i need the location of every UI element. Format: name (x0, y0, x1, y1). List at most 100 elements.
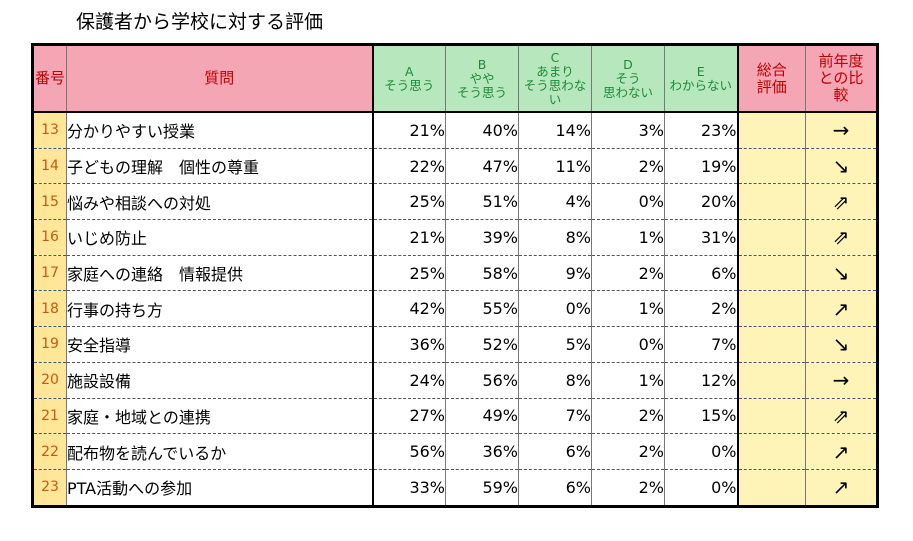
overall-evaluation (736, 183, 806, 221)
pct-d: 1% (591, 219, 665, 256)
row-number: 15 (32, 183, 67, 221)
pct-b: 36% (445, 433, 519, 470)
pct-c: 7% (518, 398, 592, 435)
option-b-letter: B (477, 56, 487, 72)
table-row: 14 子どもの理解 個性の尊重 22% 47% 11% 2% 19% ↘ (32, 148, 878, 185)
pct-d: 0% (591, 183, 665, 221)
trend-arrow: ↗ (805, 433, 878, 470)
pct-c: 6% (518, 433, 592, 470)
row-question: いじめ防止 (66, 219, 373, 256)
header-number: 番号 (32, 44, 67, 113)
pct-c: 8% (518, 219, 592, 256)
row-question: 行事の持ち方 (66, 290, 373, 328)
pct-a: 42% (371, 290, 446, 328)
option-d-letter: D (623, 56, 633, 72)
pct-a: 25% (371, 255, 446, 292)
row-question: 悩みや相談への対処 (66, 183, 373, 221)
pct-a: 21% (371, 219, 446, 256)
pct-e: 20% (664, 183, 738, 221)
option-e-letter: E (696, 63, 705, 79)
trend-arrow: ↘ (805, 255, 878, 292)
overall-evaluation (736, 398, 806, 435)
pct-c: 14% (518, 112, 592, 149)
header-row: 番号 質問 A そう思う B やや そう思う C あまり そう思わない D そう 思わ… (32, 44, 878, 113)
pct-c: 4% (518, 183, 592, 221)
overall-evaluation (736, 255, 806, 292)
header-question: 質問 (66, 44, 373, 113)
pct-b: 59% (445, 469, 519, 507)
overall-evaluation (736, 219, 806, 256)
pct-a: 36% (371, 326, 446, 363)
overall-evaluation (736, 326, 806, 363)
table-row: 17 家庭への連絡 情報提供 25% 58% 9% 2% 6% ↘ (32, 255, 878, 292)
pct-e: 12% (664, 362, 738, 399)
header-option-c: C あまり そう思わない (518, 44, 592, 113)
option-b-text: やや そう思う (456, 70, 507, 100)
row-question: 子どもの理解 個性の尊重 (66, 148, 373, 185)
table-row: 21 家庭・地域との連携 27% 49% 7% 2% 15% ⇗ (32, 398, 878, 435)
pct-d: 1% (591, 362, 665, 399)
header-option-a: A そう思う (371, 44, 446, 113)
pct-c: 9% (518, 255, 592, 292)
table-row: 18 行事の持ち方 42% 55% 0% 1% 2% ↗ (32, 290, 878, 328)
pct-a: 24% (371, 362, 446, 399)
pct-b: 58% (445, 255, 519, 292)
pct-a: 21% (371, 112, 446, 149)
row-number: 13 (32, 112, 67, 149)
row-number: 21 (32, 398, 67, 435)
pct-e: 23% (664, 112, 738, 149)
pct-c: 5% (518, 326, 592, 363)
overall-evaluation (736, 433, 806, 470)
row-number: 16 (32, 219, 67, 256)
overall-evaluation (736, 469, 806, 507)
pct-d: 0% (591, 326, 665, 363)
pct-e: 6% (664, 255, 738, 292)
row-question: 家庭への連絡 情報提供 (66, 255, 373, 292)
row-number: 17 (32, 255, 67, 292)
pct-a: 22% (371, 148, 446, 185)
header-overall-text: 総合 評価 (756, 60, 787, 96)
pct-e: 19% (664, 148, 738, 185)
header-option-b: B やや そう思う (445, 44, 519, 113)
row-number: 20 (32, 362, 67, 399)
table-row: 16 いじめ防止 21% 39% 8% 1% 31% ⇗ (32, 219, 878, 256)
row-question: 分かりやすい授業 (66, 112, 373, 149)
table-row: 23 PTA活動への参加 33% 59% 6% 2% 0% ↗ (32, 469, 878, 507)
option-a-letter: A (404, 63, 414, 79)
header-compare-text: 前年度 との比較 (818, 52, 864, 104)
pct-d: 3% (591, 112, 665, 149)
page-title: 保護者から学校に対する評価 (76, 11, 324, 33)
pct-b: 39% (445, 219, 519, 256)
row-number: 22 (32, 433, 67, 470)
overall-evaluation (736, 112, 806, 149)
row-number: 18 (32, 290, 67, 328)
header-option-e: E わからない (664, 44, 738, 113)
row-question: 安全指導 (66, 326, 373, 363)
pct-d: 2% (591, 255, 665, 292)
table-row: 19 安全指導 36% 52% 5% 0% 7% ↘ (32, 326, 878, 363)
option-e-text: わからない (669, 77, 732, 93)
row-question: 施設設備 (66, 362, 373, 399)
overall-evaluation (736, 290, 806, 328)
pct-e: 7% (664, 326, 738, 363)
pct-a: 56% (371, 433, 446, 470)
row-question: PTA活動への参加 (66, 469, 373, 507)
trend-arrow: ↗ (805, 469, 878, 507)
row-question: 配布物を読んでいるか (66, 433, 373, 470)
option-d-text: そう 思わない (602, 70, 653, 100)
trend-arrow: ⇗ (805, 183, 878, 221)
option-c-text: あまり そう思わない (523, 63, 587, 107)
pct-e: 2% (664, 290, 738, 328)
pct-c: 0% (518, 290, 592, 328)
row-question: 家庭・地域との連携 (66, 398, 373, 435)
trend-arrow: ↘ (805, 148, 878, 185)
pct-c: 11% (518, 148, 592, 185)
trend-arrow: → (805, 362, 878, 399)
option-a-text: そう思う (384, 77, 435, 93)
header-overall: 総合 評価 (736, 44, 806, 113)
pct-b: 49% (445, 398, 519, 435)
pct-d: 2% (591, 148, 665, 185)
trend-arrow: ↘ (805, 326, 878, 363)
pct-b: 55% (445, 290, 519, 328)
pct-e: 0% (664, 469, 738, 507)
